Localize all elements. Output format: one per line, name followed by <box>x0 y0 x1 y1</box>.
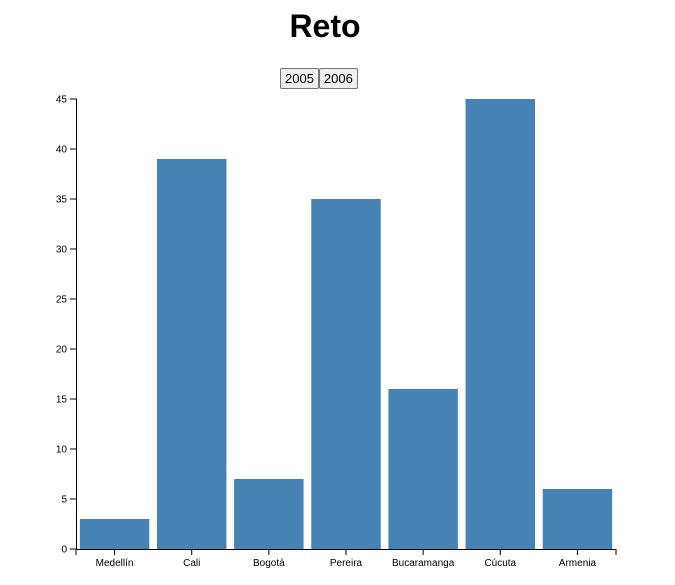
y-tick-label: 5 <box>61 495 67 506</box>
x-tick-label: Bogotá <box>253 558 285 569</box>
bar-pereira <box>311 199 381 549</box>
y-tick-label: 0 <box>61 545 67 556</box>
y-tick-label: 30 <box>56 245 68 256</box>
y-tick-label: 35 <box>56 195 68 206</box>
x-tick-label: Pereira <box>330 558 363 569</box>
y-tick-label: 45 <box>56 95 68 106</box>
bar-cali <box>157 159 227 549</box>
y-tick-label: 10 <box>56 445 68 456</box>
bar-armenia <box>542 489 613 549</box>
y-axis-line <box>70 98 77 550</box>
x-tick-label: Medellín <box>96 558 134 569</box>
bar-bogota <box>234 479 304 549</box>
bar-medellin <box>79 519 150 549</box>
page-title: Reto <box>289 8 361 44</box>
y-tick-label: 40 <box>56 145 68 156</box>
x-tick-label: Bucaramanga <box>392 558 455 569</box>
year-selector: 2005 2006 <box>280 68 358 89</box>
bar-bucaramanga <box>388 389 458 549</box>
y-tick-label: 25 <box>56 295 68 306</box>
y-tick-label: 20 <box>56 345 68 356</box>
y-axis: 0 5 10 15 20 25 30 35 40 45 <box>56 95 77 556</box>
bar-cucuta <box>465 99 535 549</box>
x-tick-label: Armenia <box>559 558 597 569</box>
bars-layer <box>79 99 613 549</box>
year-2005-button[interactable]: 2005 <box>280 68 319 89</box>
x-axis: Medellín Cali Bogotá Pereira Bucaramanga Cúcu… <box>75 549 617 569</box>
y-tick-label: 15 <box>56 395 68 406</box>
x-tick-label: Cúcuta <box>484 558 516 569</box>
x-tick-label: Cali <box>183 558 200 569</box>
year-2006-button[interactable]: 2006 <box>318 68 358 89</box>
